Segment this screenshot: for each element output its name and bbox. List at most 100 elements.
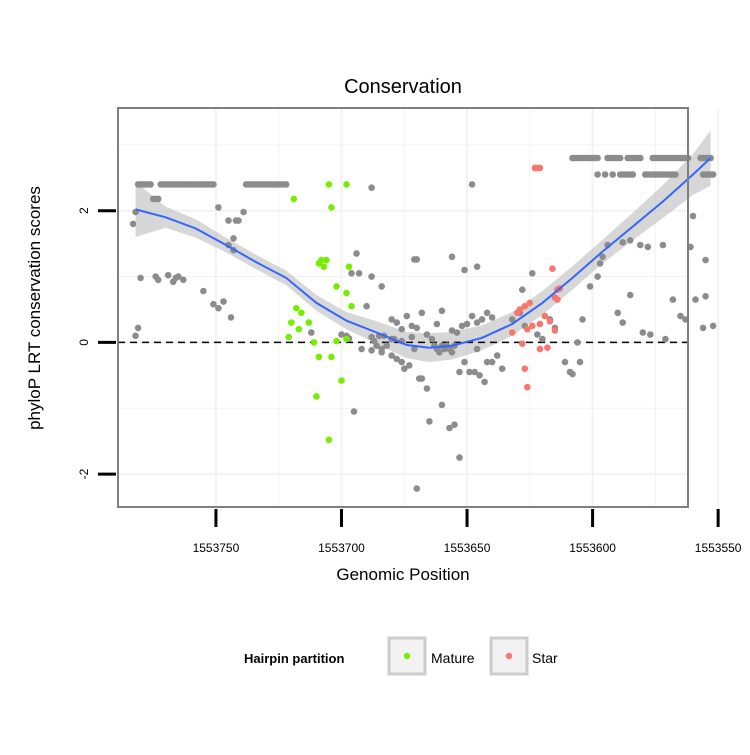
point-other	[433, 320, 441, 328]
data-points-layer	[129, 154, 717, 492]
point-other	[659, 241, 667, 249]
point-other	[401, 365, 408, 373]
point-other	[348, 270, 355, 277]
point-other	[644, 243, 652, 251]
point-other	[180, 276, 187, 284]
legend-label-mature: Mature	[431, 650, 475, 666]
point-mature	[333, 337, 340, 345]
point-other	[466, 368, 473, 376]
point-other	[453, 329, 461, 336]
point-other	[355, 270, 363, 277]
legend-item-star: Star	[489, 636, 558, 676]
point-other	[519, 286, 526, 294]
point-star	[549, 265, 556, 273]
point-other	[393, 355, 401, 363]
point-star	[546, 318, 554, 325]
point-mature	[328, 204, 335, 211]
point-other	[370, 337, 378, 345]
point-other	[709, 171, 717, 178]
point-other	[210, 300, 217, 308]
point-other	[637, 154, 644, 162]
point-other	[154, 195, 162, 203]
point-other	[594, 171, 601, 178]
legend-dot-star	[505, 652, 513, 660]
point-other	[418, 375, 426, 382]
point-other	[569, 370, 576, 378]
point-other	[436, 349, 443, 356]
point-mature	[343, 181, 350, 188]
point-mature	[343, 335, 350, 343]
point-star	[536, 320, 544, 328]
point-other	[461, 358, 468, 366]
point-other	[619, 239, 626, 246]
point-mature	[290, 195, 298, 203]
point-other	[413, 256, 421, 263]
x-tick-label: 1553750	[193, 541, 240, 555]
point-other	[388, 316, 396, 323]
legend-title: Hairpin partition	[244, 651, 344, 666]
point-mature	[348, 302, 355, 310]
point-other	[413, 324, 421, 332]
point-other	[456, 368, 463, 376]
point-mature	[293, 304, 300, 312]
point-other	[483, 309, 491, 317]
point-other	[408, 322, 416, 330]
point-other	[164, 271, 172, 279]
point-mature	[325, 436, 333, 444]
point-star	[521, 365, 529, 373]
point-other	[200, 287, 207, 295]
point-mature	[305, 319, 313, 326]
point-mature	[310, 339, 318, 346]
panel-border	[117, 107, 689, 508]
point-star	[521, 302, 529, 310]
point-star	[551, 294, 559, 301]
point-star	[519, 340, 526, 348]
point-other	[601, 171, 609, 178]
point-other	[338, 331, 345, 338]
point-other	[448, 349, 456, 356]
point-other	[508, 316, 516, 323]
point-other	[481, 378, 488, 386]
y-tick-label: -2	[77, 468, 91, 479]
point-star	[514, 309, 521, 317]
point-other	[403, 312, 411, 320]
point-other	[426, 418, 433, 425]
point-other	[225, 217, 232, 224]
point-other	[629, 171, 637, 178]
point-other	[594, 154, 601, 162]
point-mature	[295, 325, 303, 333]
x-tick-label: 1553700	[318, 541, 365, 555]
point-other	[438, 307, 446, 315]
point-other	[132, 332, 139, 340]
point-other	[235, 217, 242, 224]
point-other	[129, 220, 137, 228]
legend-item-mature: Mature	[387, 636, 475, 676]
point-star	[536, 345, 544, 353]
point-other	[662, 335, 669, 343]
point-star	[524, 325, 531, 333]
point-other	[398, 358, 406, 366]
confidence-ribbon	[135, 130, 711, 363]
point-mature	[328, 353, 335, 361]
point-other	[446, 424, 453, 432]
point-other	[692, 296, 699, 303]
point-other	[458, 322, 466, 330]
point-star	[541, 312, 549, 320]
point-other	[669, 296, 677, 303]
point-other	[471, 368, 478, 376]
point-other	[476, 372, 483, 379]
point-other	[175, 273, 182, 280]
point-other	[383, 342, 391, 350]
point-other	[702, 256, 709, 264]
point-other	[456, 454, 463, 461]
point-other	[493, 352, 501, 359]
point-other	[363, 302, 370, 310]
point-other	[473, 345, 481, 353]
point-other	[147, 181, 154, 188]
point-star	[529, 322, 536, 330]
point-star	[508, 329, 516, 336]
point-mature	[333, 283, 340, 290]
